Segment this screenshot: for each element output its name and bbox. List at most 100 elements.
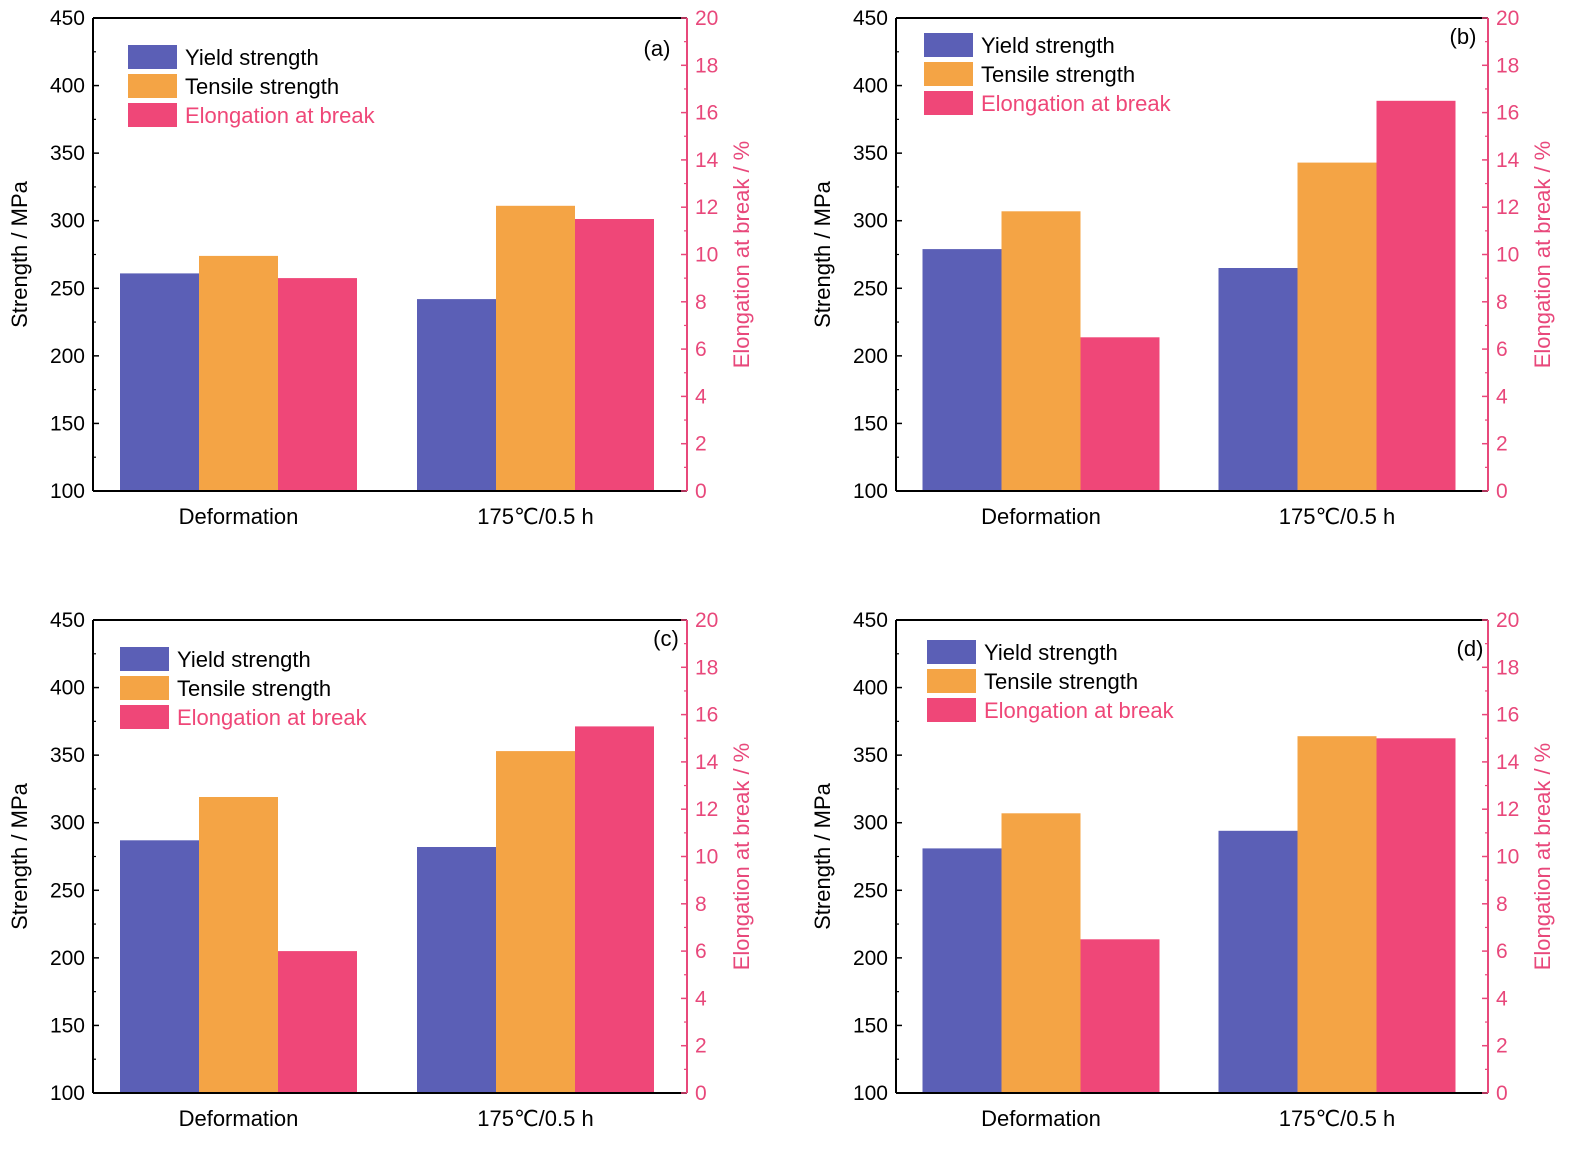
y-right-tick-label: 8 bbox=[1496, 893, 1508, 916]
legend-swatch bbox=[924, 62, 973, 86]
bar-yield-strength-aged bbox=[1218, 830, 1298, 1093]
legend: Yield strength Tensile strength Elongation… bbox=[120, 647, 368, 730]
y-tick-label: 150 bbox=[853, 412, 888, 435]
bar-elongation-at-break-deformation bbox=[1080, 337, 1160, 491]
y-tick-label: 350 bbox=[853, 744, 888, 767]
legend: Yield strength Tensile strength Elongation… bbox=[128, 45, 376, 128]
y-right-tick-label: 0 bbox=[695, 480, 707, 503]
y-right-tick-label: 6 bbox=[1496, 338, 1508, 361]
legend-swatch bbox=[120, 647, 169, 671]
x-tick-label: Deformation bbox=[981, 1106, 1101, 1131]
y-right-axis-title: Elongation at break / % bbox=[729, 743, 754, 970]
bar-tensile-strength-aged bbox=[1297, 736, 1377, 1093]
y-right-tick-label: 14 bbox=[1496, 149, 1520, 172]
y-tick-label: 100 bbox=[853, 1082, 888, 1105]
y-right-tick-label: 18 bbox=[1496, 656, 1519, 679]
y-right-tick-label: 6 bbox=[695, 338, 707, 361]
y-right-tick-label: 2 bbox=[695, 433, 707, 456]
y-right-tick-label: 12 bbox=[695, 798, 718, 821]
x-tick-label: 175℃/0.5 h bbox=[477, 504, 593, 529]
bar-tensile-strength-deformation bbox=[1001, 813, 1081, 1093]
panel-label: (d) bbox=[1457, 636, 1484, 661]
x-tick-label: 175℃/0.5 h bbox=[477, 1106, 593, 1131]
y-tick-label: 200 bbox=[853, 345, 888, 368]
y-right-tick-label: 14 bbox=[695, 149, 719, 172]
legend-label: Elongation at break bbox=[177, 705, 368, 730]
bar-elongation-at-break-deformation bbox=[278, 951, 357, 1093]
panel-label: (c) bbox=[653, 626, 679, 651]
legend-swatch bbox=[927, 698, 976, 722]
bar-elongation-at-break-aged bbox=[575, 726, 654, 1093]
y-right-tick-label: 4 bbox=[1496, 987, 1508, 1010]
bar-tensile-strength-deformation bbox=[199, 255, 278, 491]
y-right-tick-label: 12 bbox=[695, 196, 718, 219]
y-right-tick-label: 10 bbox=[695, 846, 718, 869]
y-tick-label: 300 bbox=[50, 210, 85, 233]
y-tick-label: 450 bbox=[50, 609, 85, 632]
y-right-tick-label: 2 bbox=[1496, 1035, 1508, 1058]
y-tick-label: 450 bbox=[50, 7, 85, 30]
bar-tensile-strength-aged bbox=[496, 205, 575, 492]
y-right-tick-label: 14 bbox=[1496, 751, 1520, 774]
chart-panel-4: Deformation 175℃/0.5 h1001502002503003504… bbox=[810, 609, 1555, 1131]
y-right-tick-label: 2 bbox=[695, 1035, 707, 1058]
bar-yield-strength-aged bbox=[1218, 268, 1298, 491]
y-axis-title: Strength / MPa bbox=[810, 180, 835, 328]
y-right-tick-label: 20 bbox=[695, 609, 718, 632]
y-right-tick-label: 20 bbox=[1496, 609, 1519, 632]
y-tick-label: 350 bbox=[50, 142, 85, 165]
bar-tensile-strength-deformation bbox=[1001, 211, 1081, 492]
bar-yield-strength-deformation bbox=[120, 840, 199, 1093]
panel-label: (a) bbox=[644, 36, 671, 61]
y-right-tick-label: 0 bbox=[1496, 1082, 1508, 1105]
y-axis-title: Strength / MPa bbox=[810, 782, 835, 930]
y-right-tick-label: 16 bbox=[1496, 102, 1519, 125]
y-right-tick-label: 0 bbox=[1496, 480, 1508, 503]
legend-swatch bbox=[128, 74, 177, 98]
bar-yield-strength-deformation bbox=[120, 273, 199, 491]
y-right-axis-title: Elongation at break / % bbox=[729, 141, 754, 368]
y-right-axis-title: Elongation at break / % bbox=[1530, 141, 1555, 368]
bar-elongation-at-break-aged bbox=[1376, 738, 1456, 1094]
bar-elongation-at-break-aged bbox=[1376, 100, 1456, 492]
y-tick-label: 150 bbox=[50, 1014, 85, 1037]
y-right-tick-label: 18 bbox=[695, 54, 718, 77]
y-right-tick-label: 14 bbox=[695, 751, 719, 774]
y-right-tick-label: 18 bbox=[1496, 54, 1519, 77]
legend-swatch bbox=[927, 669, 976, 693]
y-tick-label: 300 bbox=[853, 210, 888, 233]
legend-swatch bbox=[924, 91, 973, 115]
y-tick-label: 400 bbox=[50, 677, 85, 700]
legend-label: Yield strength bbox=[177, 647, 311, 672]
x-tick-label: 175℃/0.5 h bbox=[1279, 1106, 1395, 1131]
bar-yield-strength-deformation bbox=[922, 848, 1002, 1093]
legend-swatch bbox=[120, 705, 169, 729]
y-right-tick-label: 4 bbox=[1496, 385, 1508, 408]
bar-elongation-at-break-deformation bbox=[1080, 939, 1160, 1093]
y-tick-label: 400 bbox=[50, 75, 85, 98]
y-right-tick-label: 10 bbox=[1496, 244, 1519, 267]
y-right-tick-label: 6 bbox=[695, 940, 707, 963]
x-tick-label: Deformation bbox=[981, 504, 1101, 529]
legend-label: Yield strength bbox=[984, 640, 1118, 665]
panel-label: (b) bbox=[1450, 24, 1477, 49]
y-tick-label: 250 bbox=[50, 277, 85, 300]
y-tick-label: 100 bbox=[50, 1082, 85, 1105]
legend: Yield strength Tensile strength Elongation… bbox=[924, 33, 1172, 116]
legend-label: Tensile strength bbox=[984, 669, 1138, 694]
legend-swatch bbox=[128, 45, 177, 69]
x-tick-label: Deformation bbox=[179, 1106, 299, 1131]
y-right-tick-label: 6 bbox=[1496, 940, 1508, 963]
y-tick-label: 450 bbox=[853, 7, 888, 30]
bar-tensile-strength-aged bbox=[1297, 162, 1377, 491]
y-axis-title: Strength / MPa bbox=[7, 180, 32, 328]
legend-swatch bbox=[120, 676, 169, 700]
bar-yield-strength-deformation bbox=[922, 249, 1002, 491]
legend-swatch bbox=[924, 33, 973, 57]
bar-elongation-at-break-aged bbox=[575, 219, 654, 491]
legend-label: Elongation at break bbox=[185, 103, 376, 128]
y-right-tick-label: 10 bbox=[695, 244, 718, 267]
y-right-tick-label: 12 bbox=[1496, 798, 1519, 821]
